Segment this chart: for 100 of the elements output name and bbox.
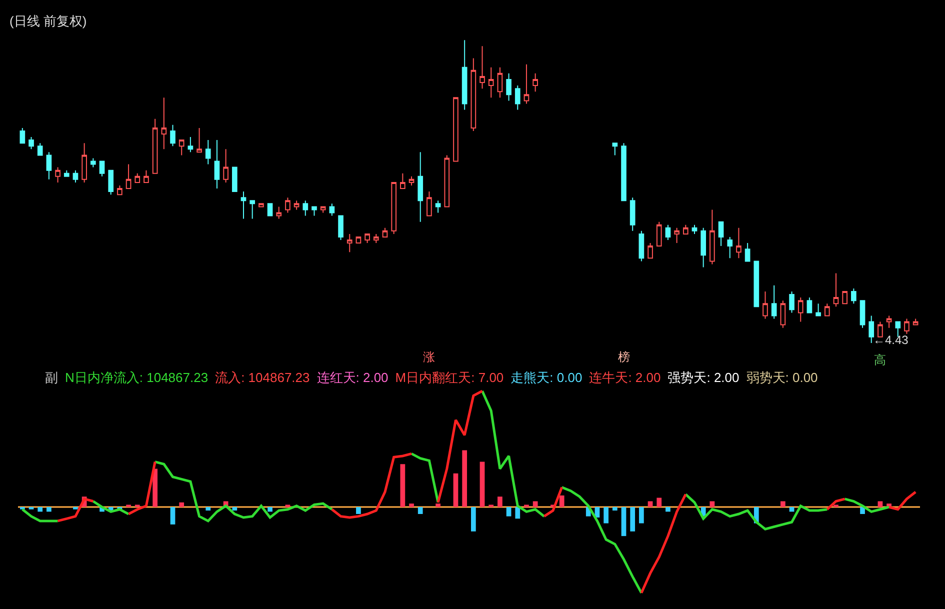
candlestick [240, 191, 246, 220]
bar [639, 507, 644, 524]
candlestick [895, 321, 901, 338]
bar [506, 507, 512, 516]
candlestick [294, 200, 300, 210]
candlestick [878, 321, 883, 338]
bar [285, 504, 290, 508]
candlestick [904, 318, 910, 334]
candlestick [196, 127, 202, 153]
candlestick [480, 46, 485, 90]
bar [559, 495, 564, 508]
text: 流入: 104867.23 [215, 370, 310, 385]
bar [532, 501, 538, 508]
bar [418, 507, 423, 514]
candlestick [842, 290, 848, 304]
candlestick [223, 148, 228, 183]
candlestick [302, 200, 308, 216]
candlestick [170, 124, 176, 147]
bar [656, 498, 662, 508]
candlestick [285, 197, 290, 214]
candlestick [806, 297, 812, 314]
text: 副 [45, 370, 58, 385]
bar [134, 504, 140, 508]
candlestick [700, 227, 706, 268]
text: 走熊天: 0.00 [510, 370, 582, 385]
candlestick [630, 197, 636, 232]
candlestick [144, 170, 149, 183]
candlestick [621, 142, 626, 202]
bar [46, 507, 52, 512]
candlestick [134, 172, 140, 183]
candlestick [674, 227, 680, 244]
candlestick [524, 64, 530, 104]
bar [515, 507, 520, 519]
bar [436, 504, 440, 508]
candlestick [462, 40, 468, 110]
bar [488, 504, 494, 508]
candlestick [188, 136, 194, 153]
bar [470, 507, 476, 532]
candlestick [338, 215, 344, 240]
candlestick [418, 152, 424, 222]
bar [268, 507, 272, 512]
text: M日内翻红天: 7.00 [395, 370, 504, 385]
candlestick [736, 227, 742, 259]
candlestick [391, 182, 396, 234]
candlestick [55, 166, 60, 183]
text: 高 [874, 353, 886, 367]
candlestick [816, 303, 821, 316]
candlestick [833, 272, 839, 308]
candlestick [20, 127, 26, 144]
bar [179, 502, 184, 508]
bar [152, 468, 158, 508]
candlestick [276, 206, 282, 220]
bar [453, 473, 458, 508]
candlestick [762, 290, 768, 320]
candlestick [232, 166, 238, 192]
candlestick [771, 284, 777, 320]
candlestick [648, 242, 653, 259]
candlestick [90, 158, 96, 168]
bar [604, 507, 608, 524]
candlestick [214, 140, 220, 190]
text: 连牛天: 2.00 [589, 370, 661, 385]
candlestick [532, 72, 538, 92]
candlestick [356, 236, 362, 244]
candlestick [126, 164, 132, 190]
candlestick [435, 200, 441, 214]
candlestick [710, 209, 715, 265]
candlestick [860, 300, 866, 328]
candlestick [320, 206, 326, 214]
bar [400, 464, 406, 508]
candlestick [72, 170, 78, 183]
text: 榜 [618, 350, 630, 364]
candlestick [99, 160, 105, 177]
candlestick [824, 303, 830, 316]
candlestick [692, 224, 698, 234]
candlestick [488, 66, 494, 98]
bar [38, 507, 43, 512]
bar [789, 507, 794, 512]
candlestick [470, 58, 476, 132]
bar [630, 507, 636, 532]
candlestick [444, 154, 450, 208]
bar [170, 507, 176, 524]
candlestick [117, 184, 122, 196]
bar [480, 462, 485, 508]
candlestick [382, 227, 388, 238]
candlestick [506, 72, 512, 102]
text: 强势天: 2.00 [668, 370, 740, 385]
candlestick [46, 152, 52, 180]
text: 连红天: 2.00 [316, 370, 388, 385]
candlestick [312, 206, 317, 216]
candlestick [612, 142, 618, 156]
candlestick [727, 236, 733, 259]
bar [409, 504, 414, 508]
candlestick [400, 172, 406, 190]
candlestick [108, 170, 114, 196]
candlestick [665, 224, 671, 240]
annotation: ←4.43 [873, 333, 909, 347]
candlestick [744, 242, 750, 262]
bar [126, 504, 131, 508]
candlestick [178, 140, 184, 156]
bar [612, 507, 618, 511]
